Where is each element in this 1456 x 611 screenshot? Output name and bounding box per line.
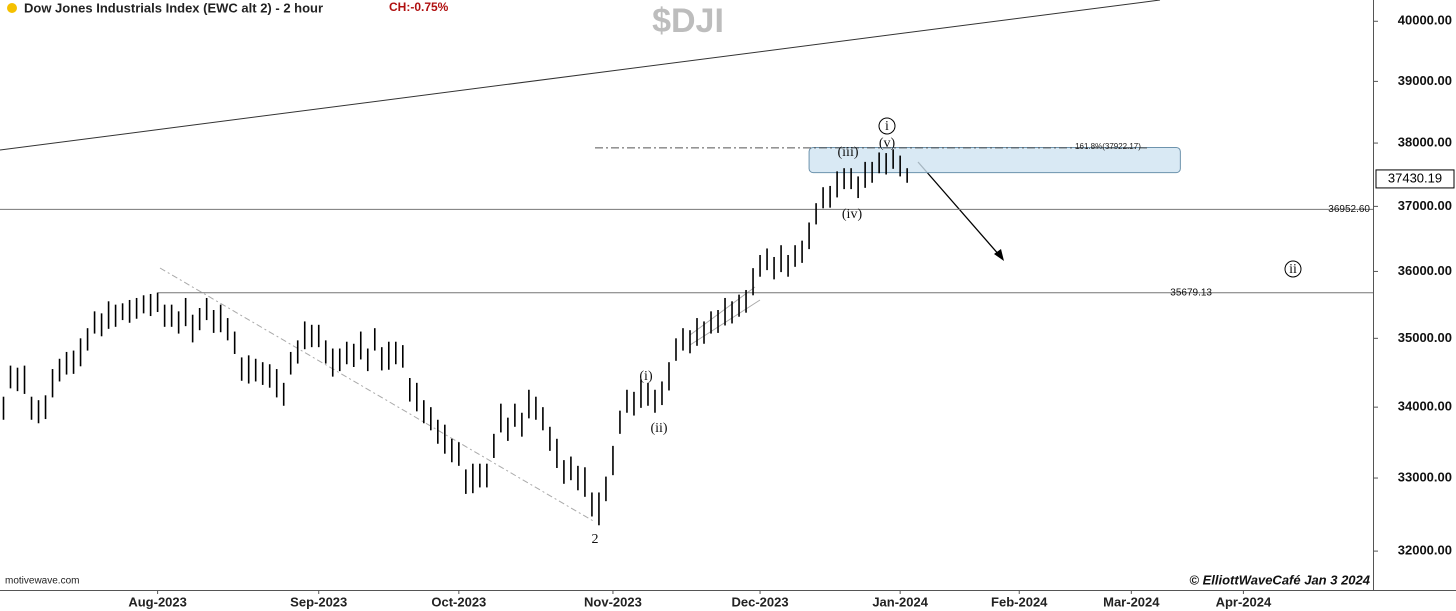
source-label: motivewave.com xyxy=(5,576,79,587)
y-tick-label: 36000.00 xyxy=(1398,263,1452,278)
wave-circle xyxy=(878,117,896,135)
target-zone xyxy=(808,146,1181,174)
wave-label: (iv) xyxy=(842,207,863,222)
level-label: 35679.13 xyxy=(1170,287,1212,298)
trend-line xyxy=(0,0,1161,151)
y-tick-label: 37000.00 xyxy=(1398,198,1452,213)
x-tick-label: Dec-2023 xyxy=(731,594,788,609)
y-tick-label: 40000.00 xyxy=(1398,13,1452,28)
y-tick-label: 32000.00 xyxy=(1398,543,1452,558)
wave-circle xyxy=(1284,260,1302,278)
wave-label: i xyxy=(885,119,889,134)
wave-label: (v) xyxy=(879,136,896,151)
y-tick-label: 39000.00 xyxy=(1398,73,1452,88)
x-tick-label: Nov-2023 xyxy=(584,594,642,609)
level-label: 36952.60 xyxy=(1328,204,1370,215)
last-price-box xyxy=(1375,169,1455,189)
x-tick-label: Jan-2024 xyxy=(872,594,928,609)
y-tick-label: 34000.00 xyxy=(1398,399,1452,414)
wave-label: 2 xyxy=(592,532,599,547)
symbol-watermark: $DJI xyxy=(652,2,724,40)
x-tick-label: Feb-2024 xyxy=(991,594,1048,609)
wave-label: (iii) xyxy=(838,145,859,160)
change-label: CH:-0.75% xyxy=(389,0,449,14)
channel-line xyxy=(689,286,756,336)
credit-label: © ElliottWaveCafé Jan 3 2024 xyxy=(1189,572,1370,587)
x-tick-label: Oct-2023 xyxy=(431,594,486,609)
y-tick-label: 35000.00 xyxy=(1398,330,1452,345)
wave-label: (ii) xyxy=(650,421,667,436)
y-tick-label: 33000.00 xyxy=(1398,469,1452,484)
last-price-label: 37430.19 xyxy=(1388,170,1442,185)
wave-label: ii xyxy=(1289,262,1297,277)
x-tick-label: Apr-2024 xyxy=(1216,594,1272,609)
chart-title: Dow Jones Industrials Index (EWC alt 2) … xyxy=(24,0,323,15)
x-tick-label: Aug-2023 xyxy=(128,594,187,609)
fib-label: 161.8%(37922.17) xyxy=(1075,142,1141,151)
wave-label: (i) xyxy=(639,369,653,384)
x-tick-label: Sep-2023 xyxy=(290,594,347,609)
x-tick-label: Mar-2024 xyxy=(1103,594,1160,609)
y-tick-label: 38000.00 xyxy=(1398,135,1452,150)
status-dot xyxy=(7,3,17,13)
arrow-head xyxy=(994,249,1004,261)
